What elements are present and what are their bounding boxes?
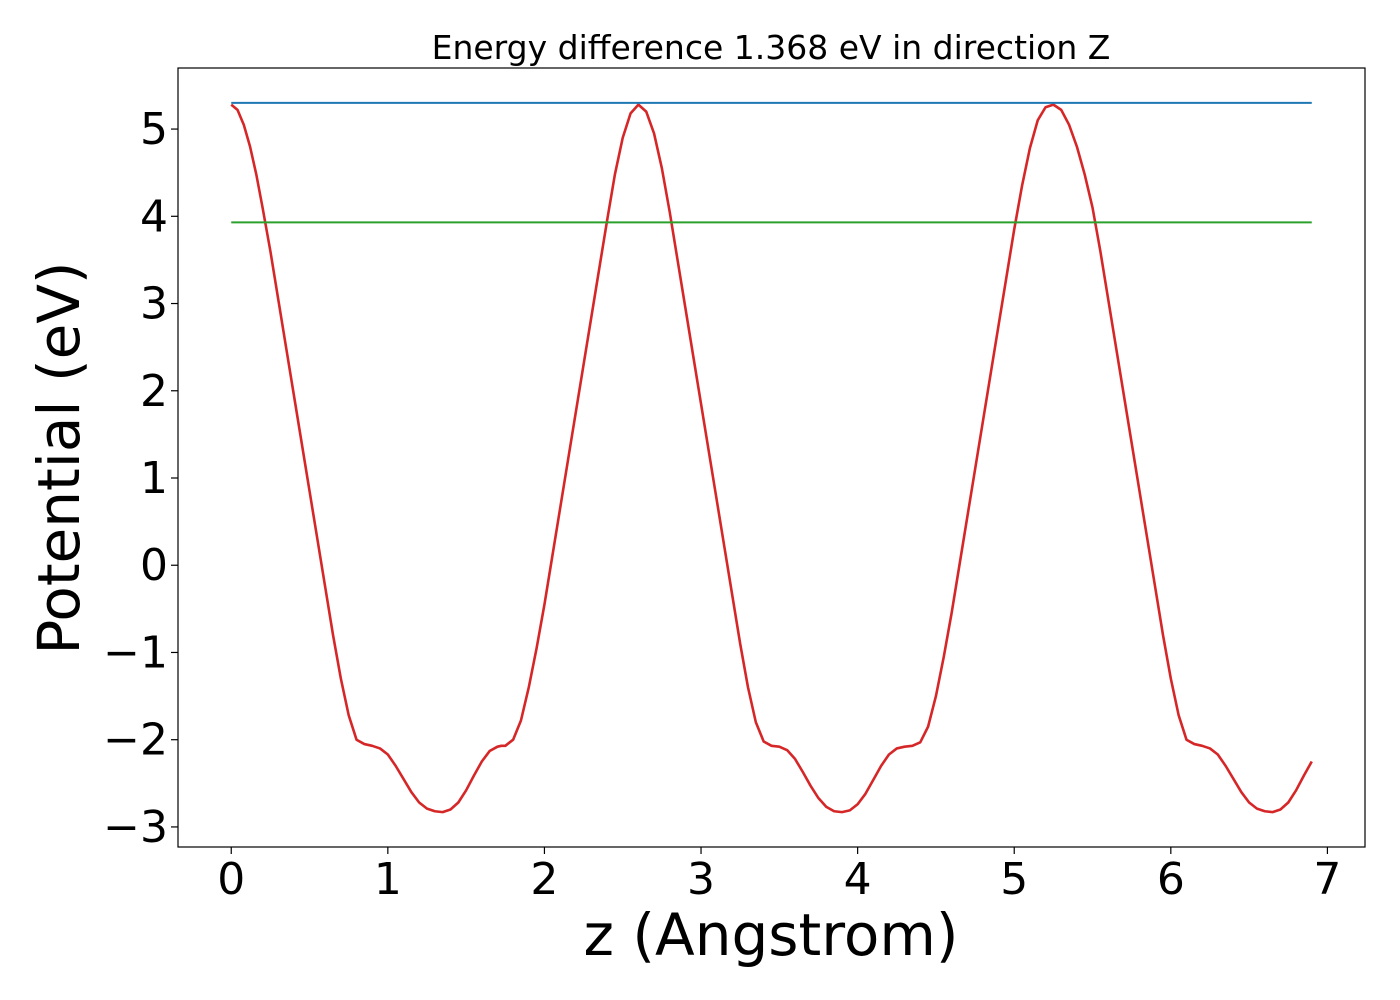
y-tick-label: 5 — [140, 104, 168, 155]
chart-title: Energy difference 1.368 eV in direction … — [432, 28, 1111, 67]
x-tick-label: 6 — [1157, 854, 1185, 905]
x-tick-label: 1 — [374, 854, 402, 905]
y-axis-title: Potential (eV) — [25, 261, 93, 654]
y-axis: −3 −2 −1 0 1 2 3 4 5 — [103, 104, 178, 853]
plot-area-frame — [177, 67, 1366, 848]
x-tick-label: 4 — [844, 854, 872, 905]
x-tick-label: 5 — [1000, 854, 1028, 905]
x-axis: 0 1 2 3 4 5 6 7 — [217, 847, 1341, 905]
x-tick-label: 3 — [687, 854, 715, 905]
y-tick-label: −1 — [103, 627, 168, 678]
y-tick-label: 2 — [140, 366, 168, 417]
series-layer — [230, 101, 1313, 814]
x-tick-label: 2 — [530, 854, 558, 905]
y-tick-label: 3 — [140, 279, 168, 330]
y-tick-label: −3 — [103, 802, 168, 853]
x-axis-title: z (Angstrom) — [584, 901, 959, 969]
y-tick-label: 0 — [140, 540, 168, 591]
potential-curve — [230, 103, 1313, 814]
y-tick-label: 4 — [140, 191, 168, 242]
y-tick-label: −2 — [103, 715, 168, 766]
x-tick-label: 7 — [1313, 854, 1341, 905]
x-tick-label: 0 — [217, 854, 245, 905]
y-tick-label: 1 — [140, 453, 168, 504]
